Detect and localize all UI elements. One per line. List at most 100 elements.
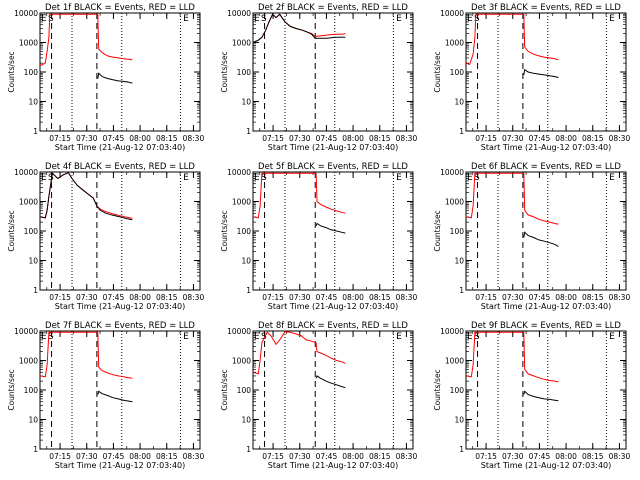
y-tick-label: 1 — [246, 286, 251, 295]
annotation-e-start: E — [254, 173, 260, 183]
x-tick-label: 07:45 — [316, 134, 338, 143]
detector-panel-6: Det 6f BLACK = Events, RED = LLD 1 10 100 10… — [433, 162, 630, 311]
x-tick-label: 08:30 — [396, 452, 418, 461]
x-tick-label: 07:15 — [475, 293, 497, 302]
panel-title: Det 7f BLACK = Events, RED = LLD — [45, 321, 195, 331]
annotation-e-start: E — [467, 173, 473, 183]
x-tick-label: 08:15 — [156, 134, 178, 143]
events-series-line — [315, 222, 346, 234]
y-tick-label: 10000 — [14, 168, 38, 177]
y-tick-label: 10 — [454, 257, 464, 266]
x-axis-label: Start Time (21-Aug-12 07:03:40) — [268, 302, 399, 311]
plot-frame — [39, 330, 201, 450]
lld-series-line — [40, 13, 133, 66]
plot-frame — [252, 171, 414, 291]
x-tick-label: 07:15 — [49, 452, 71, 461]
x-tick-label: 07:45 — [316, 293, 338, 302]
x-tick-label: 08:00 — [555, 293, 577, 302]
x-tick-label: 07:45 — [103, 293, 125, 302]
x-axis-label: Start Time (21-Aug-12 07:03:40) — [55, 461, 186, 470]
x-tick-label: 08:00 — [555, 452, 577, 461]
y-tick-label: 100 — [237, 386, 252, 395]
annotation-s: S — [48, 14, 54, 24]
x-axis-label: Start Time (21-Aug-12 07:03:40) — [481, 461, 612, 470]
plot-frame — [39, 12, 201, 132]
x-tick-label: 07:30 — [76, 293, 98, 302]
y-tick-label: 100 — [237, 68, 252, 77]
events-series-line — [253, 13, 346, 43]
y-tick-label: 1 — [33, 286, 38, 295]
y-tick-label: 10 — [241, 98, 251, 107]
y-tick-label: 1000 — [232, 357, 251, 366]
y-tick-label: 10 — [241, 416, 251, 425]
detector-panel-8: Det 8f BLACK = Events, RED = LLD 1 10 100 10… — [220, 321, 417, 470]
events-series-line — [97, 390, 133, 403]
x-tick-label: 07:15 — [49, 293, 71, 302]
x-tick-label: 07:30 — [289, 293, 311, 302]
annotation-s: S — [261, 173, 267, 183]
panel-title: Det 8f BLACK = Events, RED = LLD — [258, 321, 408, 331]
y-axis-label: Counts/sec — [433, 369, 442, 410]
x-tick-label: 08:30 — [396, 134, 418, 143]
annotation-e-end: E — [183, 14, 189, 24]
y-tick-label: 10000 — [440, 9, 464, 18]
x-tick-label: 07:45 — [103, 452, 125, 461]
annotation-s: S — [474, 332, 480, 342]
x-tick-label: 08:15 — [582, 134, 604, 143]
x-axis-label: Start Time (21-Aug-12 07:03:40) — [268, 143, 399, 152]
x-tick-label: 08:00 — [342, 134, 364, 143]
y-tick-label: 1 — [459, 127, 464, 136]
detector-panel-4: Det 4f BLACK = Events, RED = LLD 1 10 100 10… — [7, 162, 204, 311]
y-tick-label: 1 — [246, 445, 251, 454]
x-axis-label: Start Time (21-Aug-12 07:03:40) — [55, 143, 186, 152]
detector-panel-1: Det 1f BLACK = Events, RED = LLD 1 10 100 10… — [7, 3, 204, 152]
y-tick-label: 1 — [33, 127, 38, 136]
x-tick-label: 08:30 — [183, 293, 205, 302]
y-tick-label: 10 — [454, 416, 464, 425]
y-tick-label: 100 — [450, 386, 465, 395]
annotation-s: S — [474, 173, 480, 183]
annotation-e-end: E — [183, 173, 189, 183]
y-tick-label: 10000 — [227, 9, 251, 18]
y-tick-label: 100 — [24, 227, 39, 236]
x-tick-label: 08:15 — [369, 134, 391, 143]
plot-frame — [465, 171, 627, 291]
x-tick-label: 07:30 — [502, 452, 524, 461]
annotation-e-start: E — [41, 14, 47, 24]
annotation-s: S — [474, 14, 480, 24]
x-tick-label: 07:15 — [475, 452, 497, 461]
y-tick-label: 10 — [454, 98, 464, 107]
x-tick-label: 07:30 — [289, 134, 311, 143]
x-tick-label: 07:15 — [475, 134, 497, 143]
x-tick-label: 07:15 — [262, 134, 284, 143]
x-tick-label: 07:15 — [262, 293, 284, 302]
x-tick-label: 08:15 — [582, 293, 604, 302]
annotation-e-start: E — [467, 14, 473, 24]
x-tick-label: 08:15 — [156, 293, 178, 302]
panel-title: Det 3f BLACK = Events, RED = LLD — [471, 3, 621, 13]
x-tick-label: 07:30 — [502, 293, 524, 302]
annotation-e-start: E — [41, 173, 47, 183]
y-tick-label: 10000 — [440, 327, 464, 336]
events-series-line — [315, 375, 346, 389]
panel-title: Det 9f BLACK = Events, RED = LLD — [471, 321, 621, 331]
y-tick-label: 100 — [237, 227, 252, 236]
x-tick-label: 08:15 — [369, 293, 391, 302]
plot-frame — [465, 330, 627, 450]
y-tick-label: 100 — [24, 68, 39, 77]
x-tick-label: 08:00 — [129, 452, 151, 461]
y-axis-label: Counts/sec — [7, 369, 16, 410]
x-tick-label: 07:30 — [76, 452, 98, 461]
y-tick-label: 1 — [33, 445, 38, 454]
y-tick-label: 10000 — [227, 168, 251, 177]
lld-series-line — [40, 331, 133, 379]
x-axis-label: Start Time (21-Aug-12 07:03:40) — [481, 302, 612, 311]
y-tick-label: 100 — [450, 68, 465, 77]
y-tick-label: 10000 — [14, 9, 38, 18]
y-tick-label: 10 — [241, 257, 251, 266]
y-tick-label: 1000 — [445, 198, 464, 207]
x-tick-label: 07:45 — [529, 293, 551, 302]
y-tick-label: 1 — [246, 127, 251, 136]
plot-frame — [252, 12, 414, 132]
